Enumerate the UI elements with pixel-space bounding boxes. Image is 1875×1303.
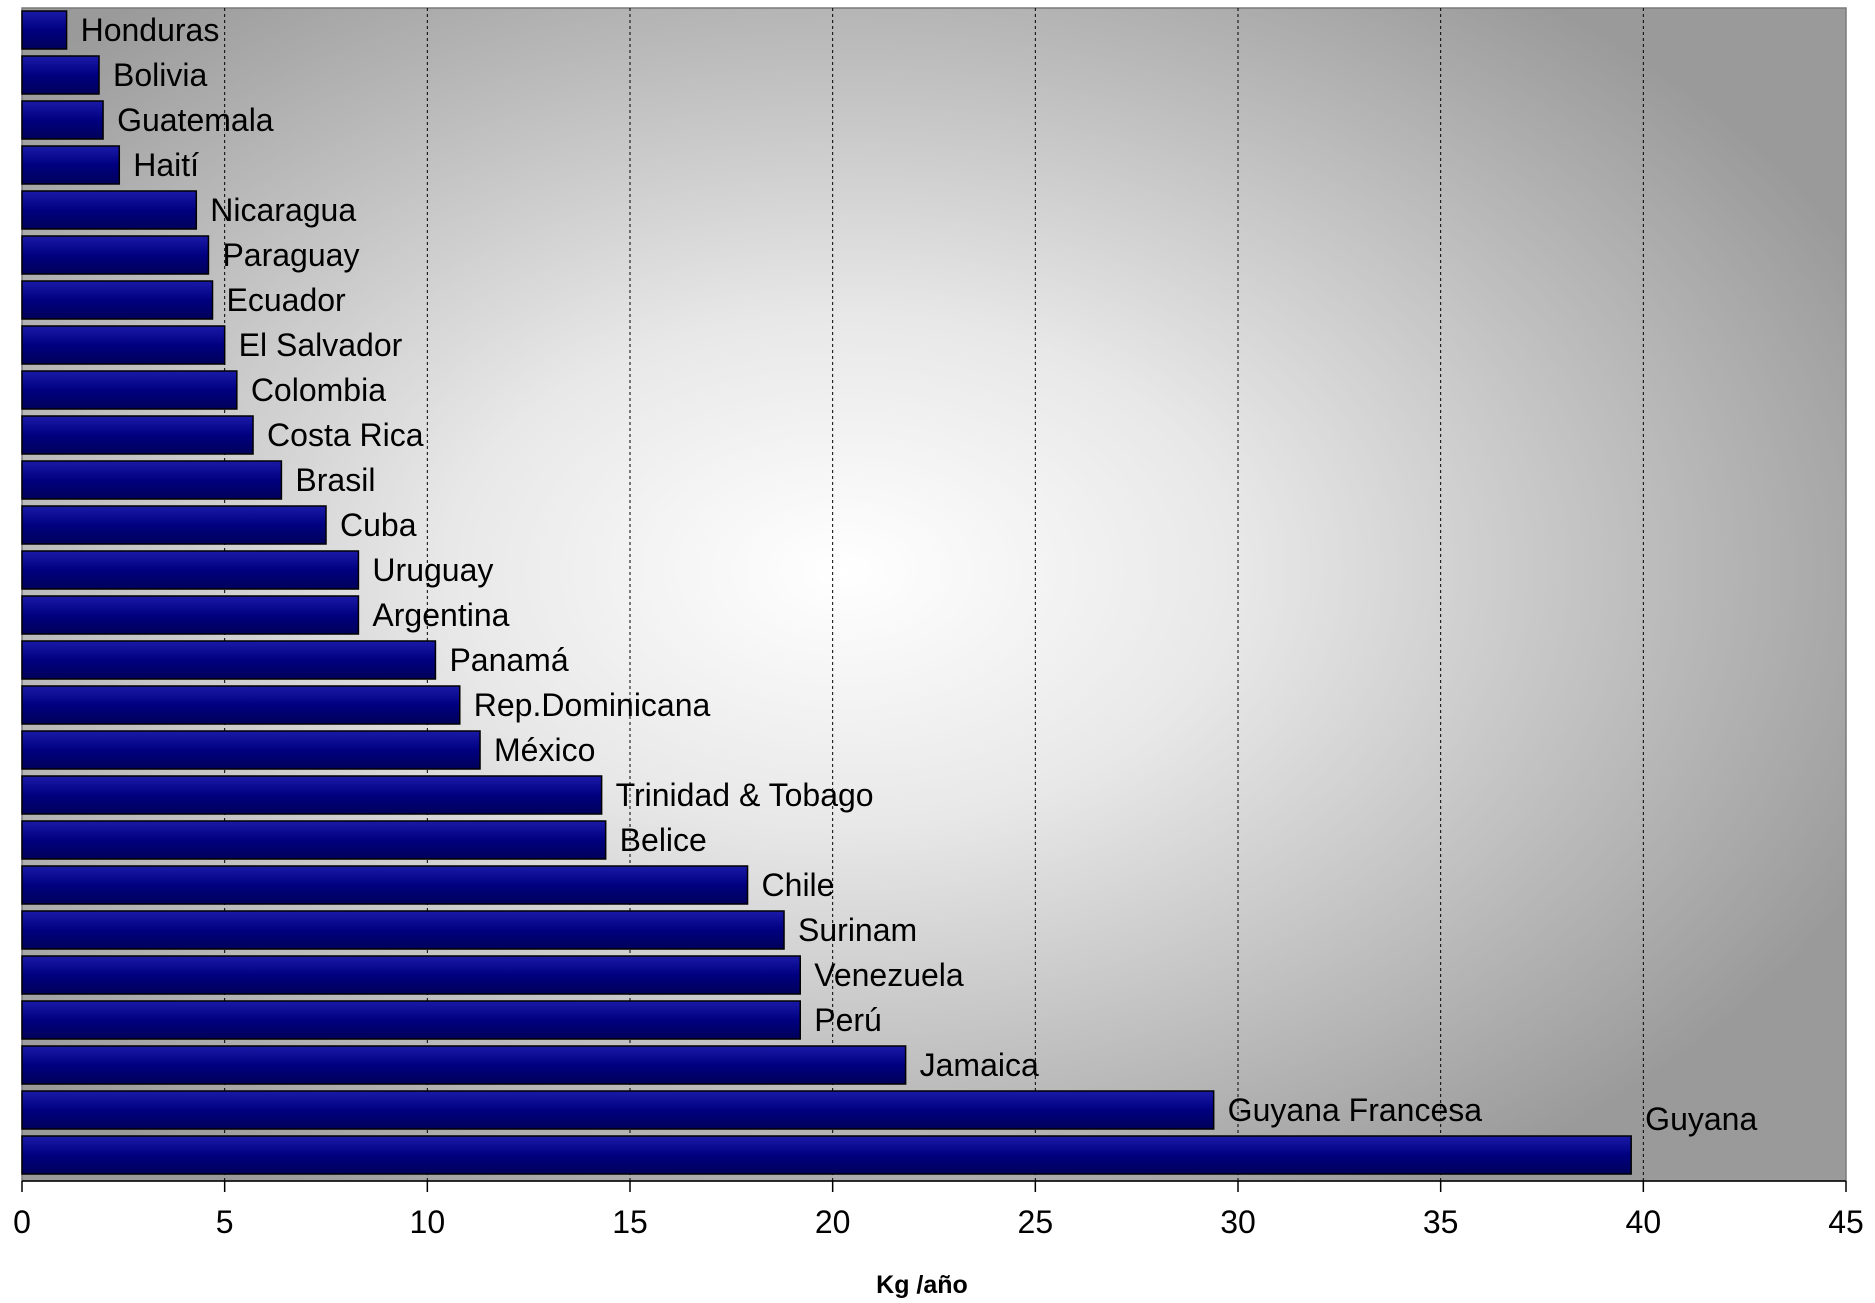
- bar: [21, 775, 603, 815]
- bar: [21, 100, 104, 140]
- bar: [21, 550, 360, 590]
- bar-label: Cuba: [340, 507, 417, 543]
- bar-label: Guyana: [1645, 1101, 1757, 1137]
- bar: [21, 460, 283, 500]
- bar: [21, 865, 749, 905]
- x-axis: 0 5 10 15 20 25 30 35 40 45: [13, 1180, 1864, 1240]
- bar: [21, 640, 437, 680]
- bar: [21, 55, 100, 95]
- x-tick-label: 20: [815, 1204, 851, 1240]
- bar-label: Venezuela: [814, 957, 964, 993]
- bar-label: Colombia: [251, 372, 386, 408]
- x-tick-label: 45: [1828, 1204, 1864, 1240]
- bar-label: Rep.Dominicana: [474, 687, 711, 723]
- bar: [21, 415, 254, 455]
- bar: [21, 910, 785, 950]
- bar-label: Belice: [620, 822, 707, 858]
- bar: [21, 820, 607, 860]
- bar-label: Guatemala: [117, 102, 274, 138]
- x-axis-title: Kg /año: [876, 1271, 968, 1298]
- bar: [21, 10, 68, 50]
- bar: [21, 955, 801, 995]
- bar: [21, 685, 461, 725]
- bar: [21, 370, 238, 410]
- bar: [21, 235, 210, 275]
- bar-label: Argentina: [372, 597, 509, 633]
- bars: [21, 10, 1632, 1175]
- x-tick-label: 30: [1220, 1204, 1256, 1240]
- bar-label: Uruguay: [372, 552, 493, 588]
- x-tick-label: 10: [410, 1204, 446, 1240]
- bar: [21, 1000, 801, 1040]
- bar-labels: Honduras Bolivia Guatemala Haití Nicaragua Pa…: [81, 12, 1758, 1137]
- bar: [21, 1135, 1632, 1175]
- bar-label: Perú: [814, 1002, 882, 1038]
- bar: [21, 325, 226, 365]
- bar-label: Paraguay: [222, 237, 359, 273]
- bar-label: Guyana Francesa: [1228, 1092, 1483, 1128]
- bar: [21, 1090, 1215, 1130]
- bar-label: Chile: [762, 867, 835, 903]
- x-tick-label: 35: [1423, 1204, 1459, 1240]
- bar-label: Panamá: [449, 642, 568, 678]
- x-tick-label: 40: [1626, 1204, 1662, 1240]
- bar: [21, 595, 360, 635]
- bar: [21, 730, 481, 770]
- bar: [21, 280, 214, 320]
- bar-label: Bolivia: [113, 57, 207, 93]
- bar-label: Surinam: [798, 912, 917, 948]
- bar-label: Brasil: [295, 462, 375, 498]
- bar-label: Costa Rica: [267, 417, 424, 453]
- bar-label: México: [494, 732, 595, 768]
- bar-label: Haití: [133, 147, 199, 183]
- bar-label: El Salvador: [239, 327, 403, 363]
- bar: [21, 190, 198, 230]
- bar: [21, 505, 327, 545]
- bar-label: Ecuador: [227, 282, 347, 318]
- x-tick-label: 25: [1018, 1204, 1054, 1240]
- bar: [21, 1045, 907, 1085]
- x-tick-label: 5: [216, 1204, 234, 1240]
- bar-label: Nicaragua: [210, 192, 356, 228]
- bar-label: Honduras: [81, 12, 220, 48]
- bar-label: Jamaica: [920, 1047, 1039, 1083]
- bar: [21, 145, 121, 185]
- x-tick-label: 0: [13, 1204, 31, 1240]
- x-tick-label: 15: [612, 1204, 648, 1240]
- bar-label: Trinidad & Tobago: [616, 777, 874, 813]
